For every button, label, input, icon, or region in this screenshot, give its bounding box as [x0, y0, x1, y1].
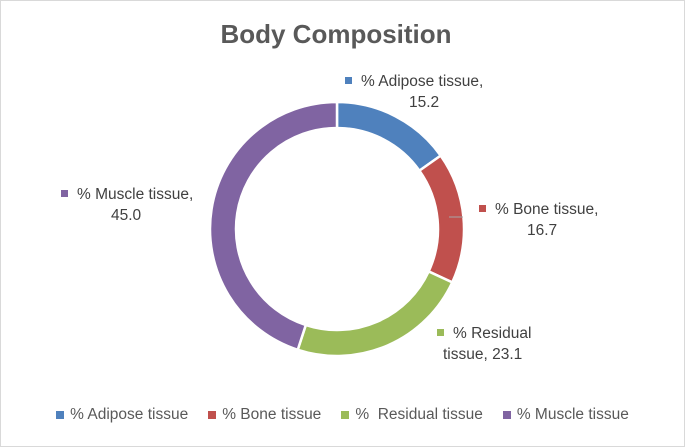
legend-item-bone: % Bone tissue [208, 406, 321, 424]
legend-label-bone: % Bone tissue [222, 406, 322, 423]
data-label-muscle: % Muscle tissue, 45.0 [61, 184, 193, 226]
data-label-residual-value: tissue, 23.1 [443, 346, 523, 363]
swatch-residual [437, 329, 444, 336]
chart-title: Body Composition [220, 19, 452, 49]
data-label-muscle-name: % Muscle tissue, [77, 186, 194, 203]
legend-swatch-muscle [502, 411, 511, 419]
swatch-muscle [61, 190, 68, 197]
legend-swatch-adipose [56, 411, 65, 419]
data-label-bone-value: 16.7 [527, 222, 558, 239]
legend-item-adipose: % Adipose tissue [56, 406, 188, 424]
data-label-bone-name: % Bone tissue, [495, 201, 599, 218]
swatch-adipose [345, 77, 352, 84]
legend-item-muscle: % Muscle tissue [502, 406, 629, 424]
data-label-adipose: % Adipose tissue, 15.2 [345, 71, 483, 113]
data-label-bone: % Bone tissue, 16.7 [479, 199, 598, 241]
donut-slice-residual [296, 269, 454, 358]
data-label-residual: % Residual tissue, 23.1 [437, 323, 531, 365]
legend-label-adipose: % Adipose tissue [70, 406, 189, 423]
legend-swatch-bone [208, 411, 217, 419]
legend-item-residual: % Residual tissue [341, 406, 483, 424]
data-label-adipose-value: 15.2 [409, 94, 440, 111]
legend-label-residual: % Residual tissue [355, 406, 483, 423]
swatch-bone [479, 205, 486, 212]
donut-slice-muscle [208, 100, 339, 352]
donut-slice-bone [417, 153, 466, 285]
legend: % Adipose tissue % Bone tissue % Residua… [1, 406, 684, 424]
legend-swatch-residual [341, 411, 350, 419]
data-label-adipose-name: % Adipose tissue, [361, 73, 484, 90]
legend-label-muscle: % Muscle tissue [516, 406, 629, 423]
data-label-muscle-value: 45.0 [111, 207, 142, 224]
data-label-residual-name: % Residual [453, 325, 532, 342]
